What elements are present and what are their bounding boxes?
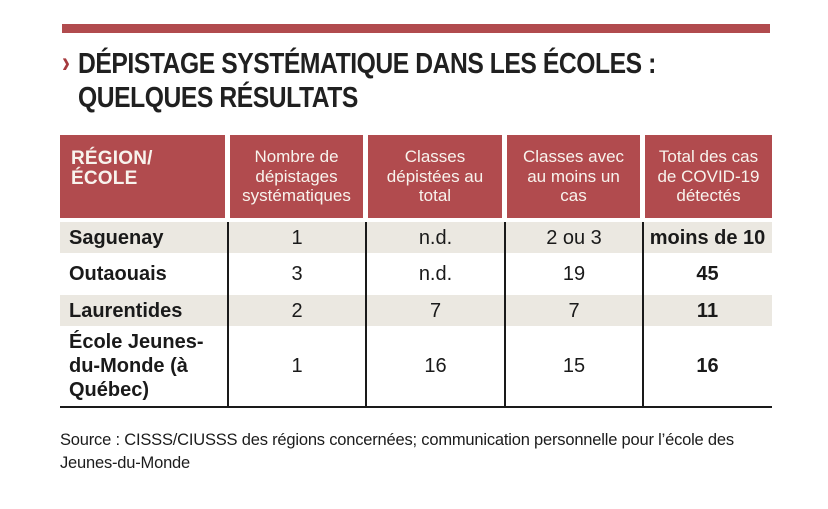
table-bottom-rule	[60, 406, 772, 408]
page-title-line2: QUELQUES RÉSULTATS	[78, 82, 358, 114]
column-header-classes-avec-cas: Classes avec au moins un cas	[507, 135, 640, 218]
cell-classes-avec-cas: 19	[562, 263, 586, 285]
source-note: Source : CISSS/CIUSSS des régions concer…	[60, 431, 734, 472]
cell-classes-depistees: n.d.	[418, 263, 453, 285]
cell-classes-avec-cas: 7	[568, 299, 580, 322]
cell-classes-depistees: 7	[429, 299, 442, 322]
cell-classes-avec-cas: 15	[562, 355, 586, 377]
cell-classes-depistees: n.d.	[418, 226, 453, 249]
cell-classes-depistees: 16	[424, 355, 447, 377]
column-header-depistages: Nombre de dépistages systématiques	[230, 135, 363, 218]
cell-region: École Jeunes-du-Monde (à Québec)	[69, 331, 204, 401]
table-row-laurentides: Laurentides 2 7 7 11	[60, 295, 772, 326]
cell-region: Saguenay	[69, 226, 164, 249]
cell-depistages: 1	[291, 226, 303, 249]
cell-region: Outaouais	[69, 263, 167, 285]
page-title-line1: DÉPISTAGE SYSTÉMATIQUE DANS LES ÉCOLES :	[78, 48, 656, 80]
results-table: RÉGION/ÉCOLE Nombre de dépistages systém…	[60, 135, 772, 408]
column-header-total-cas: Total des cas de COVID-19 détectés	[645, 135, 772, 218]
column-header-classes-depistees: Classes dépistées au total	[368, 135, 502, 218]
cell-total-cas: 45	[696, 263, 719, 285]
cell-region: Laurentides	[69, 299, 183, 322]
table-row-saguenay: Saguenay 1 n.d. 2 ou 3 moins de 10	[60, 222, 772, 253]
column-divider	[504, 222, 506, 406]
column-divider	[365, 222, 367, 406]
cell-depistages: 3	[291, 263, 303, 285]
cell-total-cas: moins de 10	[649, 226, 766, 249]
cell-depistages: 1	[291, 355, 303, 377]
column-divider	[642, 222, 644, 406]
table-row-ecole-jeunes-du-monde: École Jeunes-du-Monde (à Québec) 1 16 15…	[60, 326, 772, 406]
cell-total-cas: 11	[696, 299, 719, 322]
cell-total-cas: 16	[696, 355, 719, 377]
column-header-region: RÉGION/ÉCOLE	[60, 135, 225, 218]
table-row-outaouais: Outaouais 3 n.d. 19 45	[60, 253, 772, 295]
column-divider	[227, 222, 229, 406]
table-body: Saguenay 1 n.d. 2 ou 3 moins de 10 Outao…	[60, 222, 772, 408]
cell-classes-avec-cas: 2 ou 3	[546, 226, 602, 249]
top-accent-bar	[62, 24, 770, 33]
cell-depistages: 2	[291, 299, 303, 322]
chevron-right-icon: ›	[62, 46, 70, 79]
page-title-text: DÉPISTAGE SYSTÉMATIQUE DANS LES ÉCOLES :…	[78, 47, 656, 115]
table-header-row: RÉGION/ÉCOLE Nombre de dépistages systém…	[60, 135, 772, 218]
page-title: › DÉPISTAGE SYSTÉMATIQUE DANS LES ÉCOLES…	[62, 47, 758, 115]
